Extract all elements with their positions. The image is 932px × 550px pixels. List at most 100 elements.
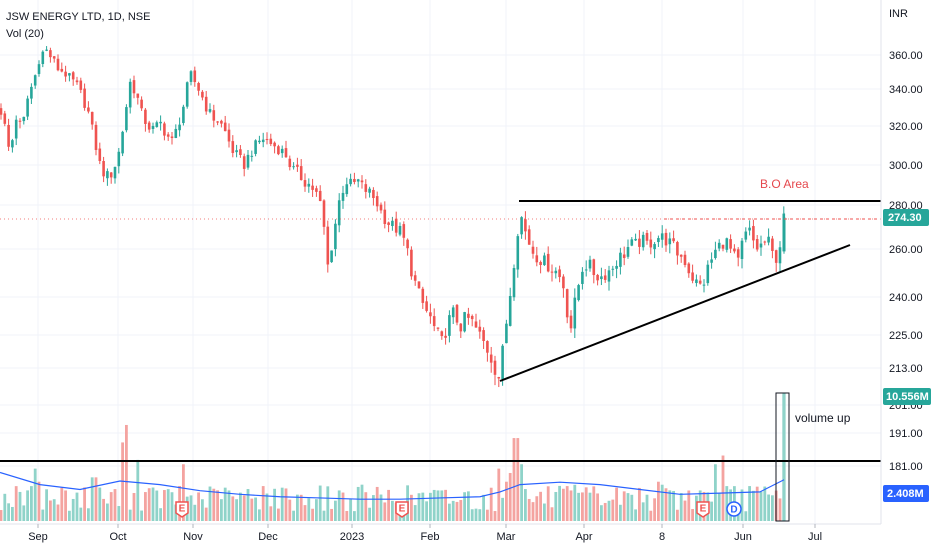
candle-body (49, 50, 52, 58)
volume-bar (318, 485, 322, 521)
volume-bar (307, 498, 311, 521)
volume-bar (64, 490, 67, 521)
volume-bar (235, 499, 238, 521)
volume-bar (280, 487, 284, 521)
volume-bar (554, 491, 558, 521)
time-tick-label: 2023 (340, 531, 364, 543)
volume-bar (474, 508, 478, 521)
candle-body (622, 254, 626, 258)
candle-body (197, 83, 200, 91)
volume-bar (109, 492, 113, 521)
volume-bar (508, 472, 512, 521)
volume-bar (87, 508, 90, 521)
candle-body (136, 93, 140, 98)
time-tick-label: Apr (575, 531, 592, 543)
volume-bar (83, 487, 86, 521)
volume-bar (45, 489, 48, 521)
candle-body (660, 233, 664, 240)
volume-bar (592, 486, 596, 521)
volume-bar (520, 464, 523, 521)
volume-bar (626, 493, 630, 521)
candle-body (117, 151, 121, 167)
volume-bar (75, 492, 79, 521)
currency-label: INR (889, 8, 908, 20)
candle-body (284, 148, 288, 158)
volume-bar (501, 497, 504, 521)
volume-bar (611, 499, 615, 521)
volume-bar (136, 459, 140, 521)
candle-body (174, 128, 178, 139)
volume-bar (451, 500, 455, 521)
time-axis[interactable]: Sep Oct Nov Dec 2023 Feb Mar Apr 8 Jun Jul (28, 524, 822, 543)
volume-bar (569, 490, 573, 521)
volume-bar (531, 502, 535, 521)
volume-bar (413, 505, 417, 521)
candle-body (193, 70, 197, 83)
candle-body (109, 172, 113, 178)
volume-bar (505, 481, 508, 521)
price-tick-label: 181.00 (889, 461, 923, 473)
candle-body (543, 255, 546, 266)
volume-bar (254, 497, 257, 521)
candle-body (22, 116, 26, 122)
candle-body (588, 259, 592, 269)
candle-body (657, 238, 660, 243)
volume-bar (98, 487, 102, 521)
candle-body (41, 51, 45, 65)
volume-bar (94, 477, 98, 521)
volume-bar (478, 509, 482, 521)
volume-bar (11, 506, 14, 521)
candle-body (375, 196, 379, 207)
volume-bar (771, 495, 774, 521)
volume-bar (546, 486, 550, 521)
candle-body (220, 120, 223, 124)
candle-body (303, 180, 307, 187)
candle-body (759, 243, 763, 248)
volume-bar (615, 487, 618, 521)
earnings-event-label: E (399, 504, 406, 515)
candle-body (379, 204, 383, 211)
candle-body (326, 226, 330, 265)
candle-body (223, 122, 227, 132)
volume-bar (524, 489, 527, 521)
candle-body (505, 323, 508, 344)
candle-body (330, 250, 333, 263)
volume-bar (311, 508, 314, 521)
volume-bar (322, 510, 326, 521)
candle-body (250, 155, 254, 157)
bo-area-label: B.O Area (760, 177, 809, 191)
candle-body (98, 148, 102, 161)
candle-body (508, 295, 512, 326)
earnings-event-marker (395, 501, 409, 518)
candle-body (155, 122, 159, 127)
volume-bar (140, 510, 143, 521)
candle-body (778, 247, 782, 264)
candle-body (683, 254, 687, 265)
volume-bar (676, 509, 679, 521)
earnings-event-label: E (179, 504, 186, 515)
candle-body (698, 280, 702, 284)
candle-body (311, 185, 314, 190)
volume-bar (212, 488, 216, 521)
volume-bar (201, 499, 204, 521)
candle-body (307, 183, 311, 187)
candle-body (679, 254, 683, 257)
volume-bar (26, 490, 29, 521)
volume-bar (231, 496, 235, 521)
candle-body (277, 146, 280, 155)
candle-body (182, 106, 185, 124)
volume-bar (459, 500, 463, 521)
volume-bar (714, 464, 717, 521)
candle-body (87, 107, 90, 112)
candle-body (413, 275, 417, 281)
dividend-event-label: D (730, 505, 737, 516)
time-tick-label: Jun (734, 531, 752, 543)
volume-bar (634, 509, 637, 521)
volume-bar (356, 486, 360, 521)
volume-bar (539, 491, 542, 521)
ascending-trendline[interactable] (499, 244, 851, 382)
volume-bar (436, 490, 440, 521)
volume-bar (33, 468, 37, 521)
candle-body (710, 259, 713, 263)
